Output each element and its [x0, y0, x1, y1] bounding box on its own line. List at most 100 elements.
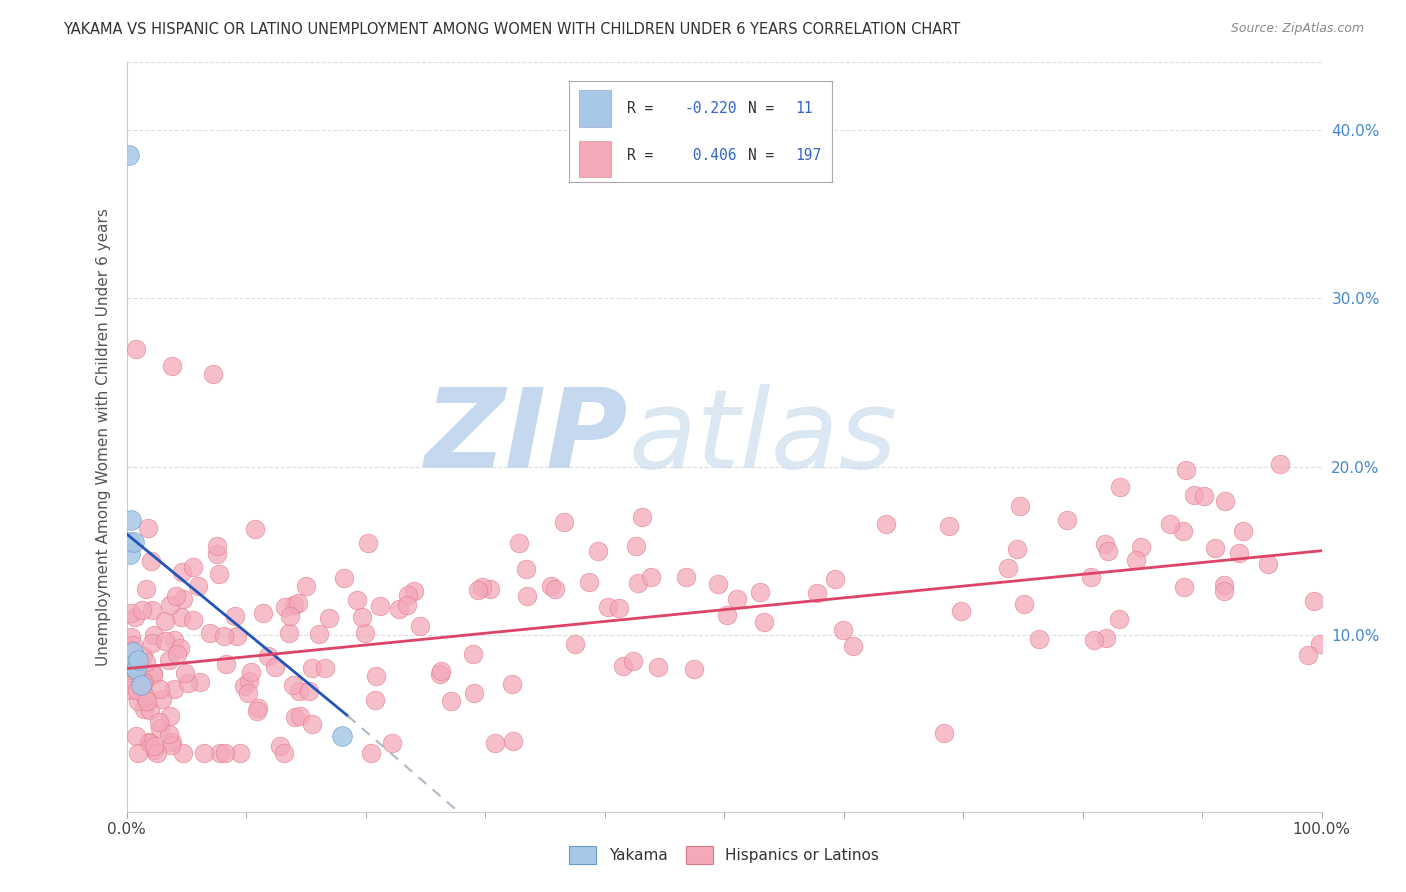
Point	[224, 609, 246, 624]
Point	[205, 540, 228, 554]
Point	[170, 609, 193, 624]
Point	[155, 634, 177, 648]
Point	[1308, 637, 1330, 651]
Point	[1012, 597, 1035, 611]
Point	[181, 560, 204, 574]
Point	[135, 582, 157, 596]
Point	[1108, 612, 1130, 626]
Point	[121, 630, 143, 644]
Point	[1083, 632, 1105, 647]
Point	[135, 694, 157, 708]
Point	[120, 663, 142, 677]
Point	[243, 522, 266, 536]
Point	[1129, 540, 1152, 554]
Point	[725, 592, 748, 607]
Point	[247, 701, 270, 715]
Point	[1173, 524, 1195, 538]
Point	[308, 627, 330, 641]
Point	[396, 588, 419, 602]
Point	[134, 702, 156, 716]
Point	[159, 598, 181, 612]
Point	[149, 721, 172, 735]
Point	[824, 573, 846, 587]
Point	[278, 609, 301, 624]
Point	[236, 686, 259, 700]
Point	[640, 570, 662, 584]
Point	[183, 613, 205, 627]
Point	[127, 694, 149, 708]
Point	[143, 742, 166, 756]
Point	[1097, 543, 1119, 558]
Point	[354, 625, 377, 640]
Y-axis label: Unemployment Among Women with Children Under 6 years: Unemployment Among Women with Children U…	[96, 208, 111, 666]
Point	[122, 535, 145, 549]
Point	[1213, 494, 1236, 508]
Point	[141, 636, 163, 650]
Point	[135, 656, 157, 670]
Point	[148, 715, 170, 730]
Point	[298, 683, 321, 698]
Point	[208, 566, 231, 581]
Point	[430, 665, 453, 679]
Point	[682, 662, 704, 676]
Point	[381, 736, 404, 750]
Point	[429, 667, 451, 681]
Point	[134, 689, 156, 703]
Point	[949, 604, 972, 618]
Point	[142, 628, 165, 642]
Point	[146, 746, 169, 760]
Point	[301, 716, 323, 731]
Point	[269, 739, 291, 754]
Point	[120, 513, 142, 527]
Point	[166, 648, 188, 662]
Point	[841, 640, 863, 654]
Text: atlas: atlas	[628, 384, 897, 491]
Point	[1204, 541, 1226, 555]
Point	[131, 675, 153, 690]
Point	[748, 585, 770, 599]
Point	[124, 609, 146, 624]
Point	[938, 519, 960, 533]
Point	[484, 735, 506, 749]
Point	[169, 640, 191, 655]
Point	[149, 681, 172, 696]
Point	[125, 662, 148, 676]
Point	[142, 739, 165, 753]
Point	[1028, 632, 1050, 646]
Point	[314, 661, 336, 675]
Point	[188, 675, 211, 690]
Point	[1268, 457, 1291, 471]
Point	[246, 704, 269, 718]
Point	[832, 624, 855, 638]
Point	[121, 677, 143, 691]
Point	[1213, 578, 1236, 592]
Point	[252, 606, 274, 620]
Point	[350, 610, 373, 624]
Point	[214, 746, 236, 760]
Point	[1108, 480, 1130, 494]
Point	[997, 561, 1019, 575]
Point	[370, 599, 392, 613]
Point	[515, 562, 537, 576]
Point	[170, 566, 193, 580]
Point	[141, 554, 163, 568]
Point	[141, 603, 163, 617]
Point	[1175, 463, 1198, 477]
Point	[201, 367, 224, 381]
Point	[142, 666, 165, 681]
Point	[1192, 489, 1215, 503]
Point	[127, 653, 149, 667]
Point	[1303, 594, 1326, 608]
Point	[1094, 537, 1116, 551]
Point	[346, 593, 368, 607]
Point	[607, 601, 630, 615]
Point	[357, 536, 380, 550]
Point	[516, 589, 538, 603]
Point	[388, 602, 411, 616]
Point	[157, 727, 180, 741]
Point	[752, 615, 775, 629]
Point	[172, 591, 194, 606]
Text: Source: ZipAtlas.com: Source: ZipAtlas.com	[1230, 22, 1364, 36]
Point	[318, 611, 340, 625]
Point	[553, 515, 575, 529]
